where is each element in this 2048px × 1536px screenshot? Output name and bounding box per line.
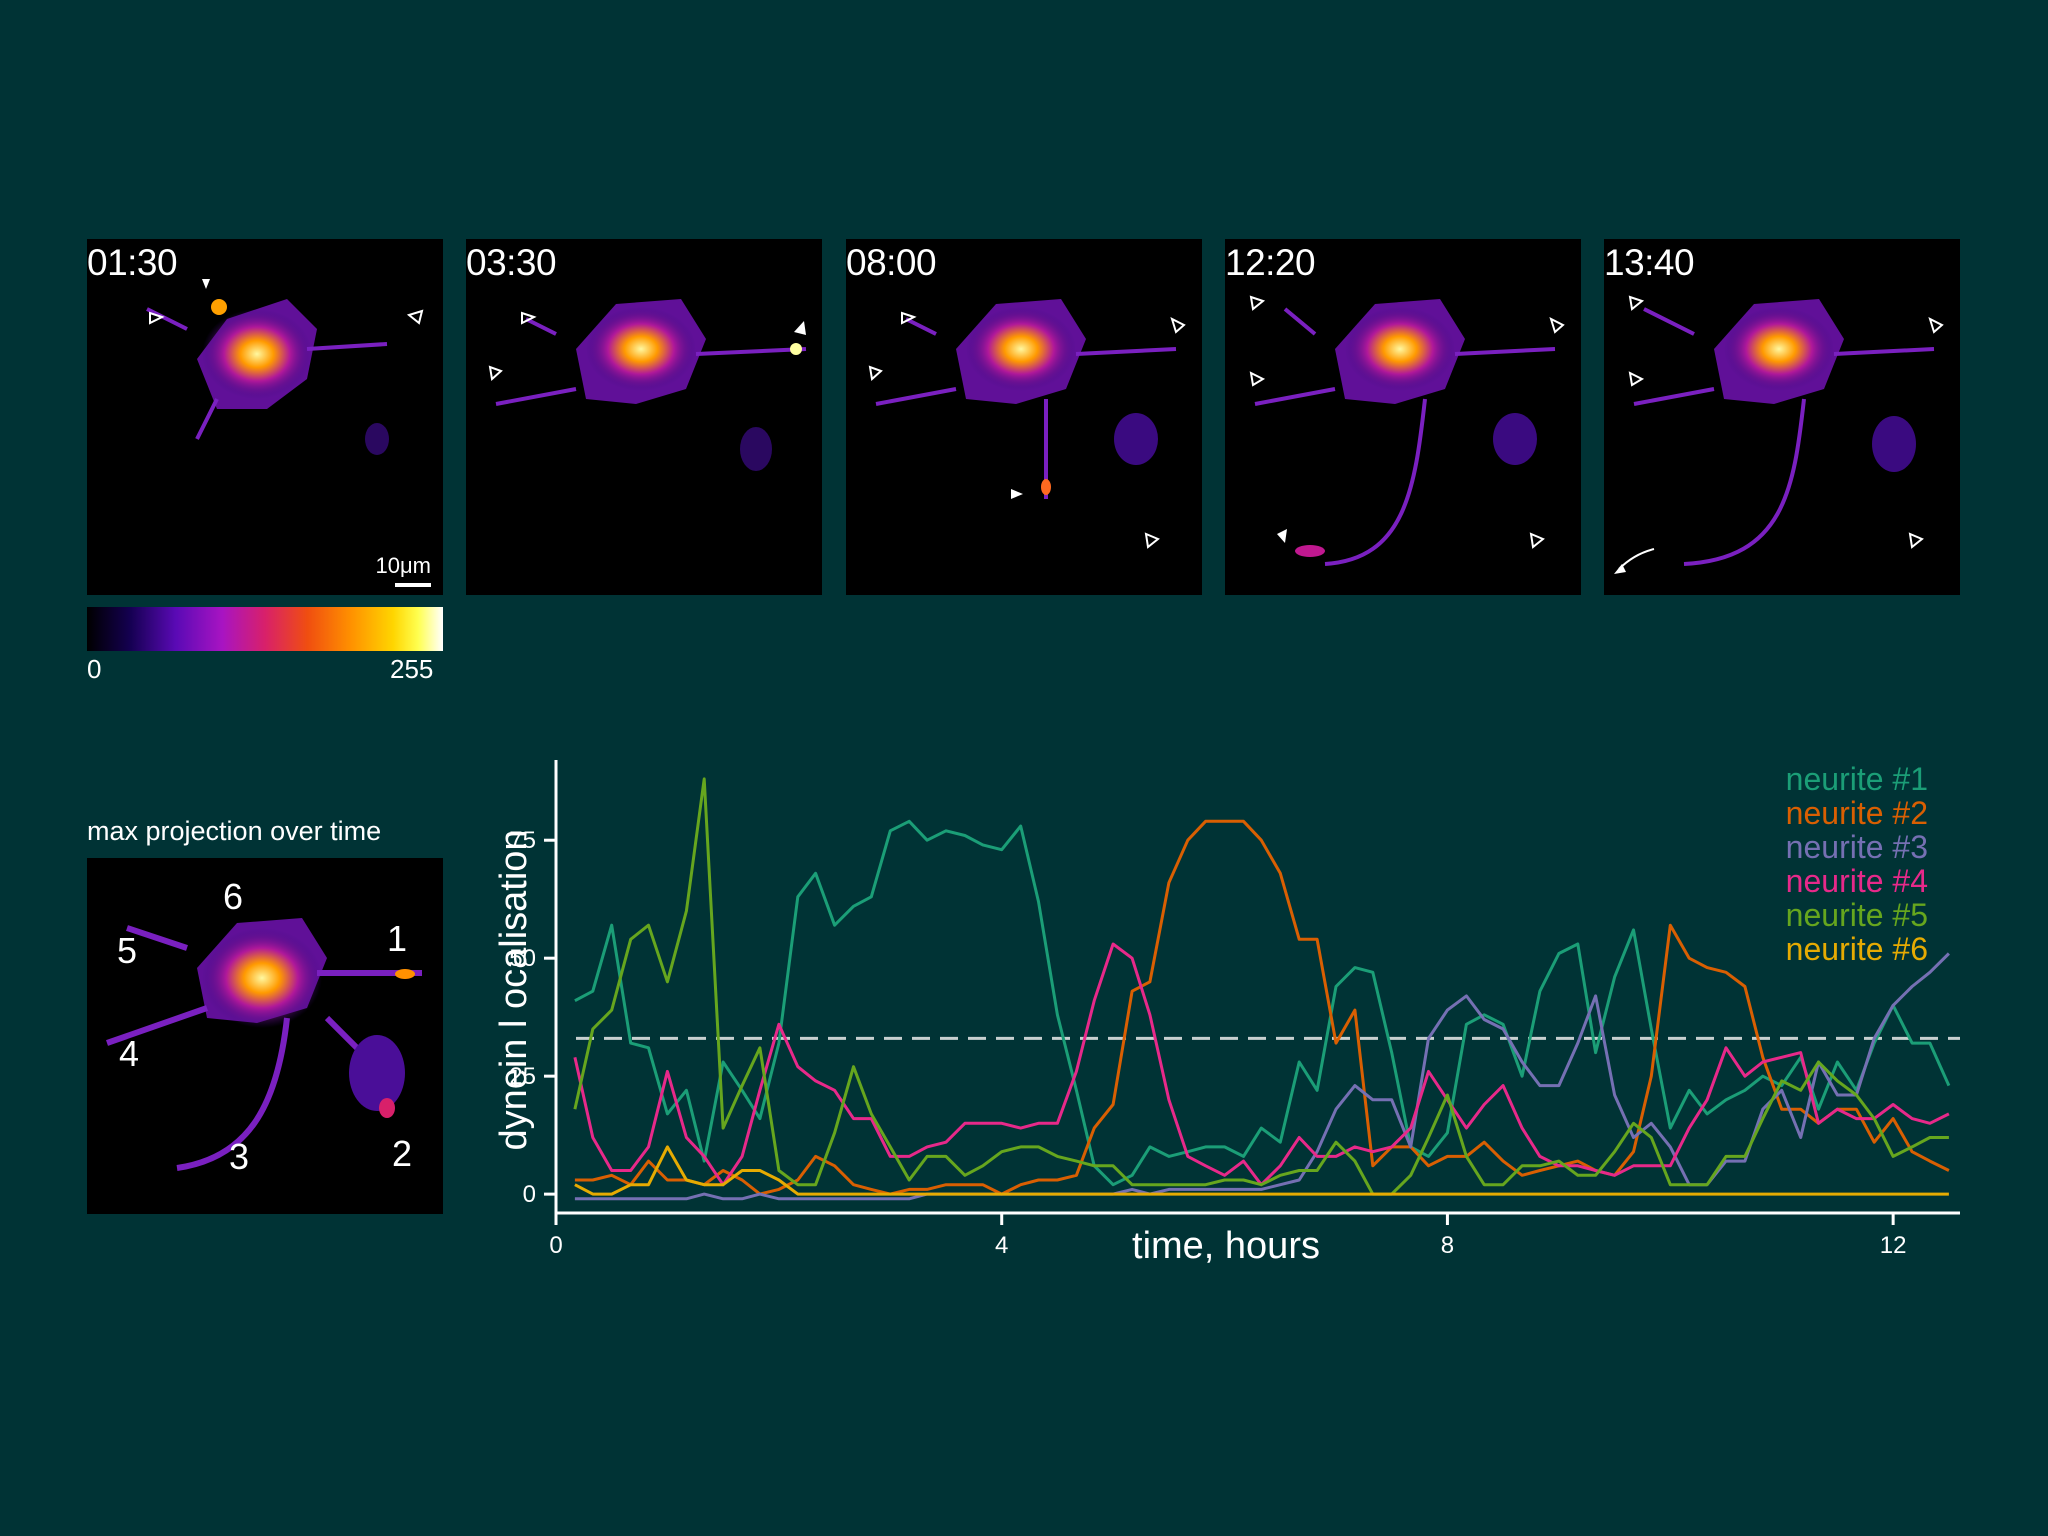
- series-line-5: [573, 777, 1949, 1196]
- cell-image: [1249, 295, 1565, 566]
- scale-bar: [395, 583, 431, 587]
- arrowhead-outline-icon: [406, 309, 424, 325]
- cell-image: [146, 279, 424, 455]
- frame-timestamp: 01:30: [87, 242, 178, 283]
- arrowhead-outline-icon: [488, 365, 503, 381]
- legend-entry-4: neurite #4: [1786, 863, 1928, 899]
- x-axis-label: time, hours: [1132, 1225, 1320, 1267]
- arrowhead-outline-icon: [521, 311, 537, 325]
- x-tick-label: 0: [549, 1232, 562, 1259]
- arrowhead-icon: [794, 321, 806, 335]
- timelapse-frame-1: 01:30 10μm: [87, 239, 443, 595]
- arrowhead-outline-icon: [149, 311, 165, 325]
- frame-timestamp: 03:30: [466, 242, 557, 283]
- x-tick-label: 4: [995, 1232, 1008, 1259]
- series-line-4: [573, 942, 1950, 1187]
- intensity-colorbar: [87, 607, 443, 651]
- timelapse-frame-5: 13:40: [1604, 239, 1960, 595]
- arrowhead-icon: [1011, 489, 1023, 499]
- legend-entry-3: neurite #3: [1786, 829, 1928, 865]
- max-projection-title: max projection over time: [87, 816, 382, 846]
- frame-timestamp: 12:20: [1225, 242, 1316, 283]
- y-tick-label: 25: [509, 1063, 536, 1090]
- arrowhead-outline-icon: [1249, 371, 1266, 387]
- plot-area: 0 4 8 12 0 25 50 75 time, hours dynein l ocalisat…: [493, 760, 1960, 1267]
- y-axis-label: dynein l ocalisation: [493, 829, 535, 1150]
- timelapse-frame-2: 03:30: [466, 239, 822, 595]
- neurite-label-3: 3: [229, 1136, 250, 1177]
- timelapse-frame-4: 12:20: [1225, 239, 1581, 595]
- cell-image: [868, 299, 1186, 549]
- series-line-3: [574, 952, 1950, 1201]
- neurite-label-4: 4: [119, 1033, 140, 1074]
- scale-bar-label: 10μm: [375, 553, 431, 578]
- y-tick-label: 0: [523, 1181, 536, 1208]
- arrowhead-outline-icon: [1529, 532, 1545, 549]
- arrowhead-outline-icon: [868, 365, 883, 381]
- x-tick-label: 12: [1880, 1232, 1907, 1259]
- arrowhead-outline-icon: [1249, 295, 1266, 311]
- timelapse-frame-3: 08:00: [846, 239, 1202, 595]
- arrowhead-outline-icon: [1928, 317, 1944, 334]
- frame-timestamp: 13:40: [1604, 242, 1695, 283]
- colorbar-min-label: 0: [87, 654, 102, 684]
- y-tick-label: 75: [509, 827, 536, 854]
- legend-entry-2: neurite #2: [1786, 795, 1928, 831]
- arrowhead-outline-icon: [1170, 317, 1186, 334]
- arrowhead-outline-icon: [901, 311, 917, 325]
- x-tick-label: 8: [1441, 1232, 1454, 1259]
- frame-timestamp: 08:00: [846, 242, 937, 283]
- arrowhead-outline-icon: [1144, 532, 1160, 549]
- neurite-label-6: 6: [223, 876, 244, 917]
- y-tick-label: 50: [509, 945, 536, 972]
- arrowhead-icon: [202, 279, 210, 289]
- cell-image: [488, 299, 807, 471]
- series-line-6: [574, 1145, 1949, 1196]
- neurite-label-1: 1: [387, 918, 408, 959]
- legend-entry-5: neurite #5: [1786, 897, 1928, 933]
- arrowhead-outline-icon: [1628, 371, 1645, 387]
- legend-entry-6: neurite #6: [1786, 931, 1928, 967]
- max-projection-image: 1 2 3 4 5 6: [87, 858, 443, 1214]
- arrowhead-outline-icon: [1908, 532, 1924, 549]
- neurite-label-5: 5: [117, 930, 138, 971]
- cell-image: [1614, 295, 1944, 574]
- legend-entry-1: neurite #1: [1786, 761, 1928, 797]
- arrowhead-outline-icon: [1549, 317, 1565, 334]
- colorbar-max-label: 255: [390, 654, 434, 684]
- arrowhead-outline-icon: [1628, 295, 1645, 311]
- neurite-label-2: 2: [392, 1133, 413, 1174]
- arrowhead-icon: [1277, 529, 1287, 543]
- series-line-2: [574, 819, 1950, 1196]
- series-line-1: [574, 819, 1951, 1187]
